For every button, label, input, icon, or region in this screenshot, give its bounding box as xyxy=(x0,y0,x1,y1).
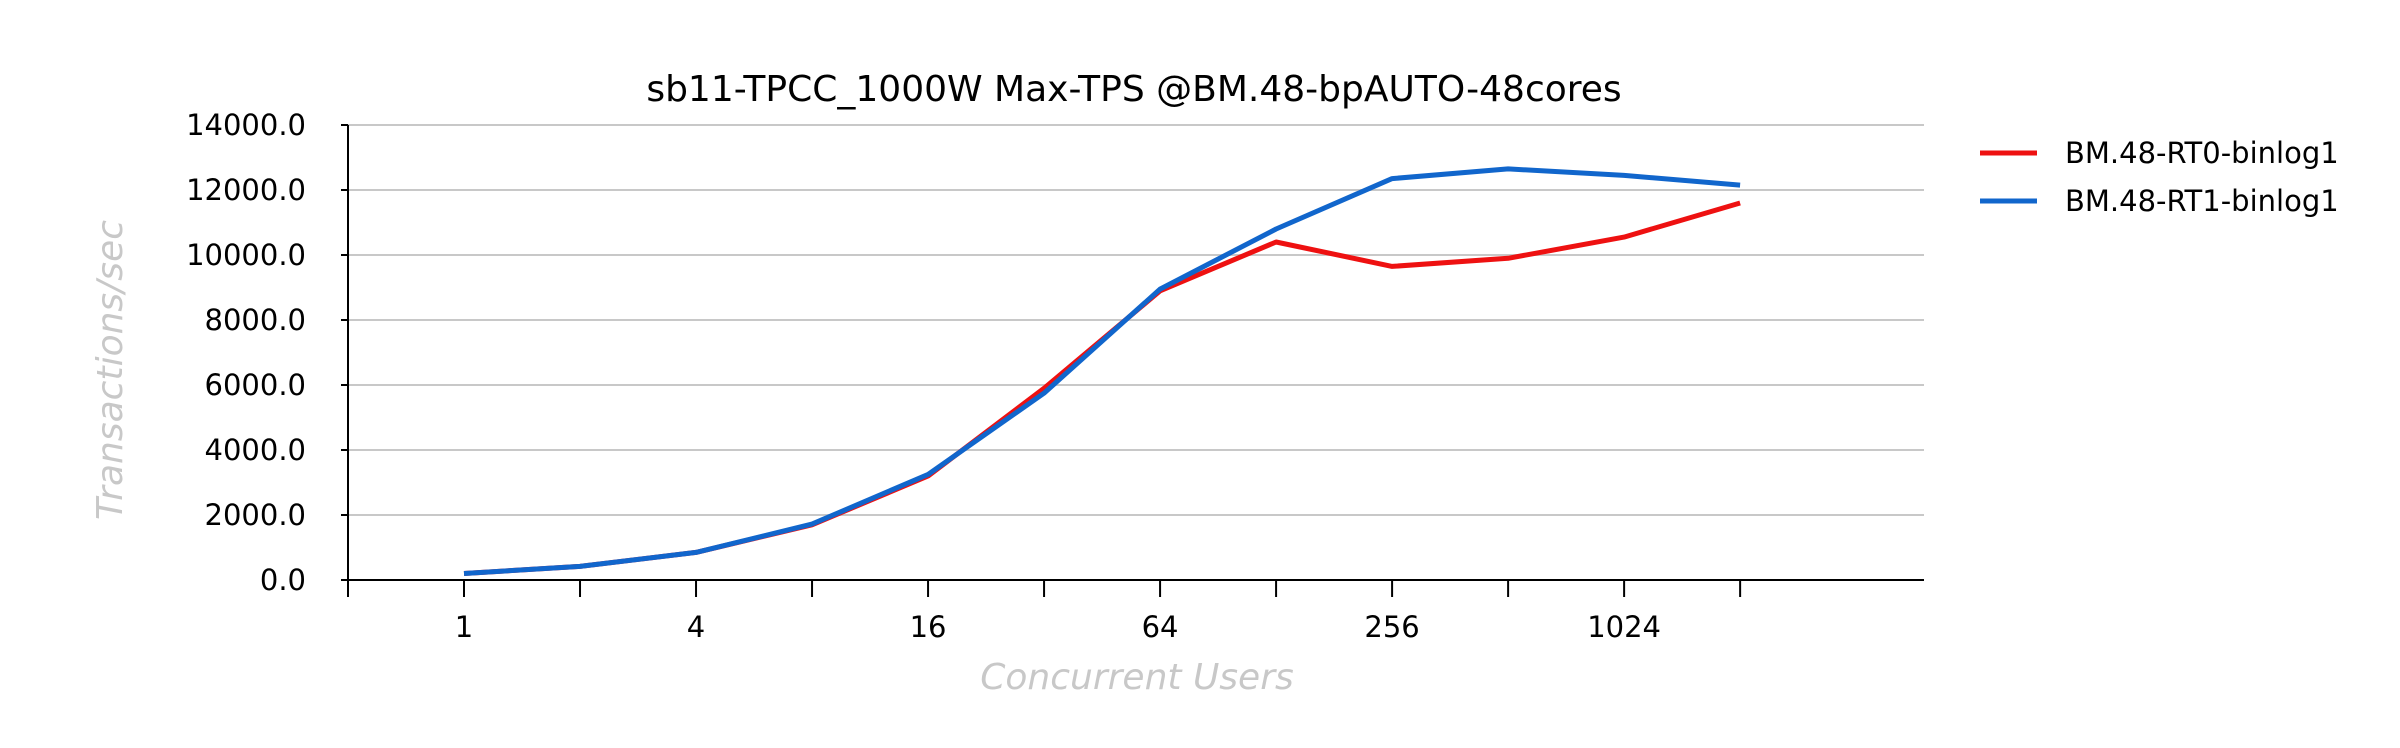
x-axis-ticks: 1 4 16 64 256 1024 xyxy=(347,580,1742,644)
gridlines xyxy=(348,124,1924,516)
series-lines xyxy=(463,166,1741,576)
x-axis-title: Concurrent Users xyxy=(980,657,1294,698)
y-tick-label: 0.0 xyxy=(260,563,306,597)
series-line xyxy=(463,166,1741,576)
x-tick-label: 1 xyxy=(455,610,473,644)
y-tick-label: 4000.0 xyxy=(205,433,306,467)
y-tick-label: 12000.0 xyxy=(186,173,306,207)
y-tick-label: 8000.0 xyxy=(205,303,306,337)
series-line xyxy=(463,200,1741,576)
x-tick-label: 64 xyxy=(1142,610,1179,644)
x-tick-label: 16 xyxy=(910,610,947,644)
x-tick-label: 1024 xyxy=(1587,610,1661,644)
y-axis-title: Transactions/sec xyxy=(90,220,131,520)
legend: BM.48-RT0-binlog1 BM.48-RT1-binlog1 xyxy=(1980,136,2339,218)
chart-title: sb11-TPCC_1000W Max-TPS @BM.48-bpAUTO-48… xyxy=(646,69,1621,110)
legend-label: BM.48-RT1-binlog1 xyxy=(2065,184,2339,218)
y-tick-label: 2000.0 xyxy=(205,498,306,532)
x-tick-label: 4 xyxy=(687,610,705,644)
y-axis-ticks: 0.0 2000.0 4000.0 6000.0 8000.0 10000.0 12000.… xyxy=(186,108,348,597)
y-tick-label: 6000.0 xyxy=(205,368,306,402)
y-tick-label: 10000.0 xyxy=(186,238,306,272)
legend-label: BM.48-RT0-binlog1 xyxy=(2065,136,2339,170)
x-tick-label: 256 xyxy=(1364,610,1419,644)
axes xyxy=(347,125,1924,581)
y-tick-label: 14000.0 xyxy=(186,108,306,142)
